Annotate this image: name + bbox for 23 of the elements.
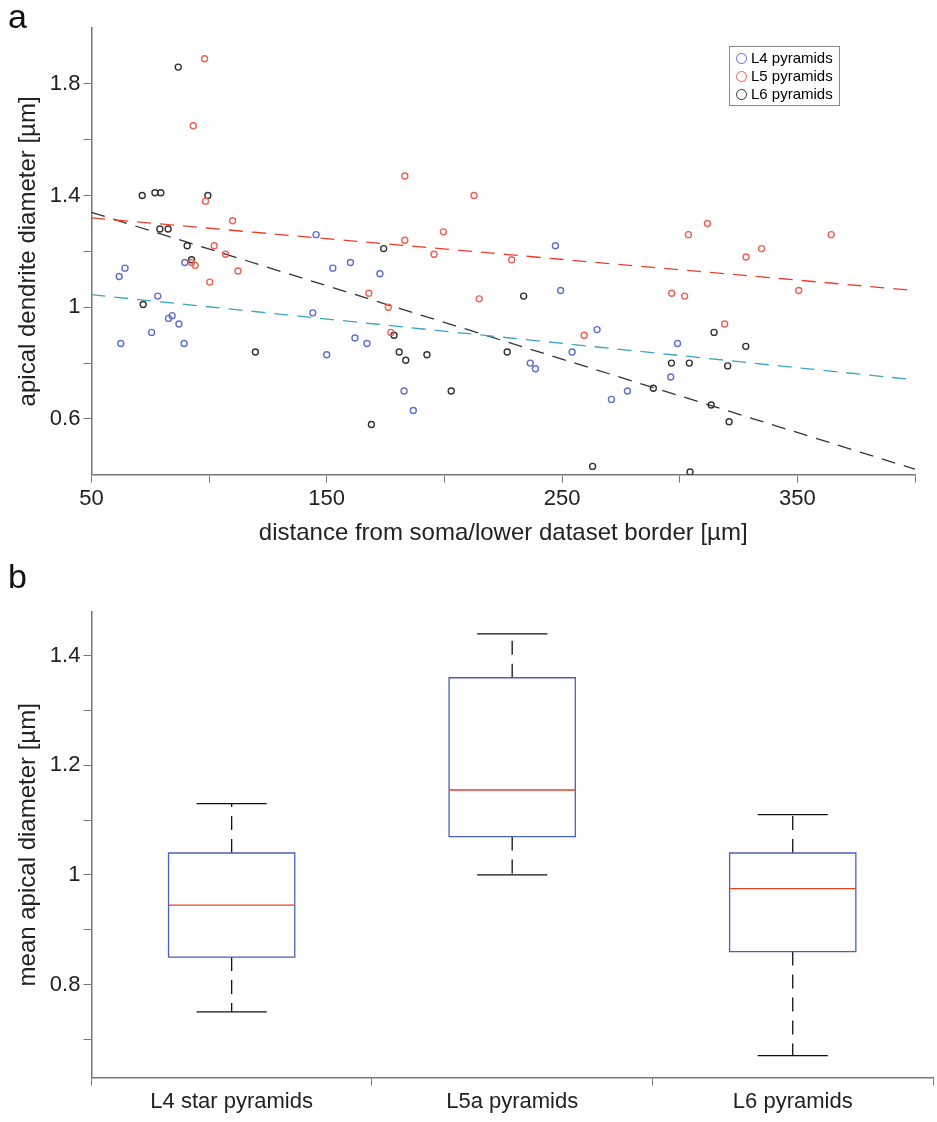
x-tick-label: 250 <box>543 485 581 511</box>
x-axis-title: distance from soma/lower dataset border [µm] <box>258 518 748 546</box>
x-tick-label: L4 star pyramids <box>150 1087 313 1113</box>
text: b <box>8 557 27 596</box>
y-tick-label: 0.6 <box>49 405 81 431</box>
x-tick-label: 50 <box>79 485 104 511</box>
legend-label: L5 pyramids <box>751 67 833 85</box>
y-tick-label: 1 <box>68 860 81 886</box>
y-tick-label: 1.4 <box>49 641 81 667</box>
x-tick-label: L5a pyramids <box>446 1087 579 1113</box>
y-tick-label: 0.8 <box>49 970 81 996</box>
legend-label: L6 pyramids <box>751 85 833 103</box>
y-tick-label: 1 <box>68 293 81 319</box>
y-tick-label: 1.4 <box>49 181 81 207</box>
y-tick-label: 1.2 <box>49 751 81 777</box>
y-tick-label: 1.8 <box>49 69 81 95</box>
text: a <box>8 0 27 36</box>
x-tick-label: 150 <box>308 485 346 511</box>
y-axis-title: mean apical diameter [µm] <box>13 703 41 987</box>
x-tick-label: L6 pyramids <box>732 1087 853 1113</box>
y-axis-title: apical dendrite diameter [µm] <box>13 96 41 407</box>
x-tick-label: 350 <box>778 485 816 511</box>
legend-label: L4 pyramids <box>751 49 833 67</box>
